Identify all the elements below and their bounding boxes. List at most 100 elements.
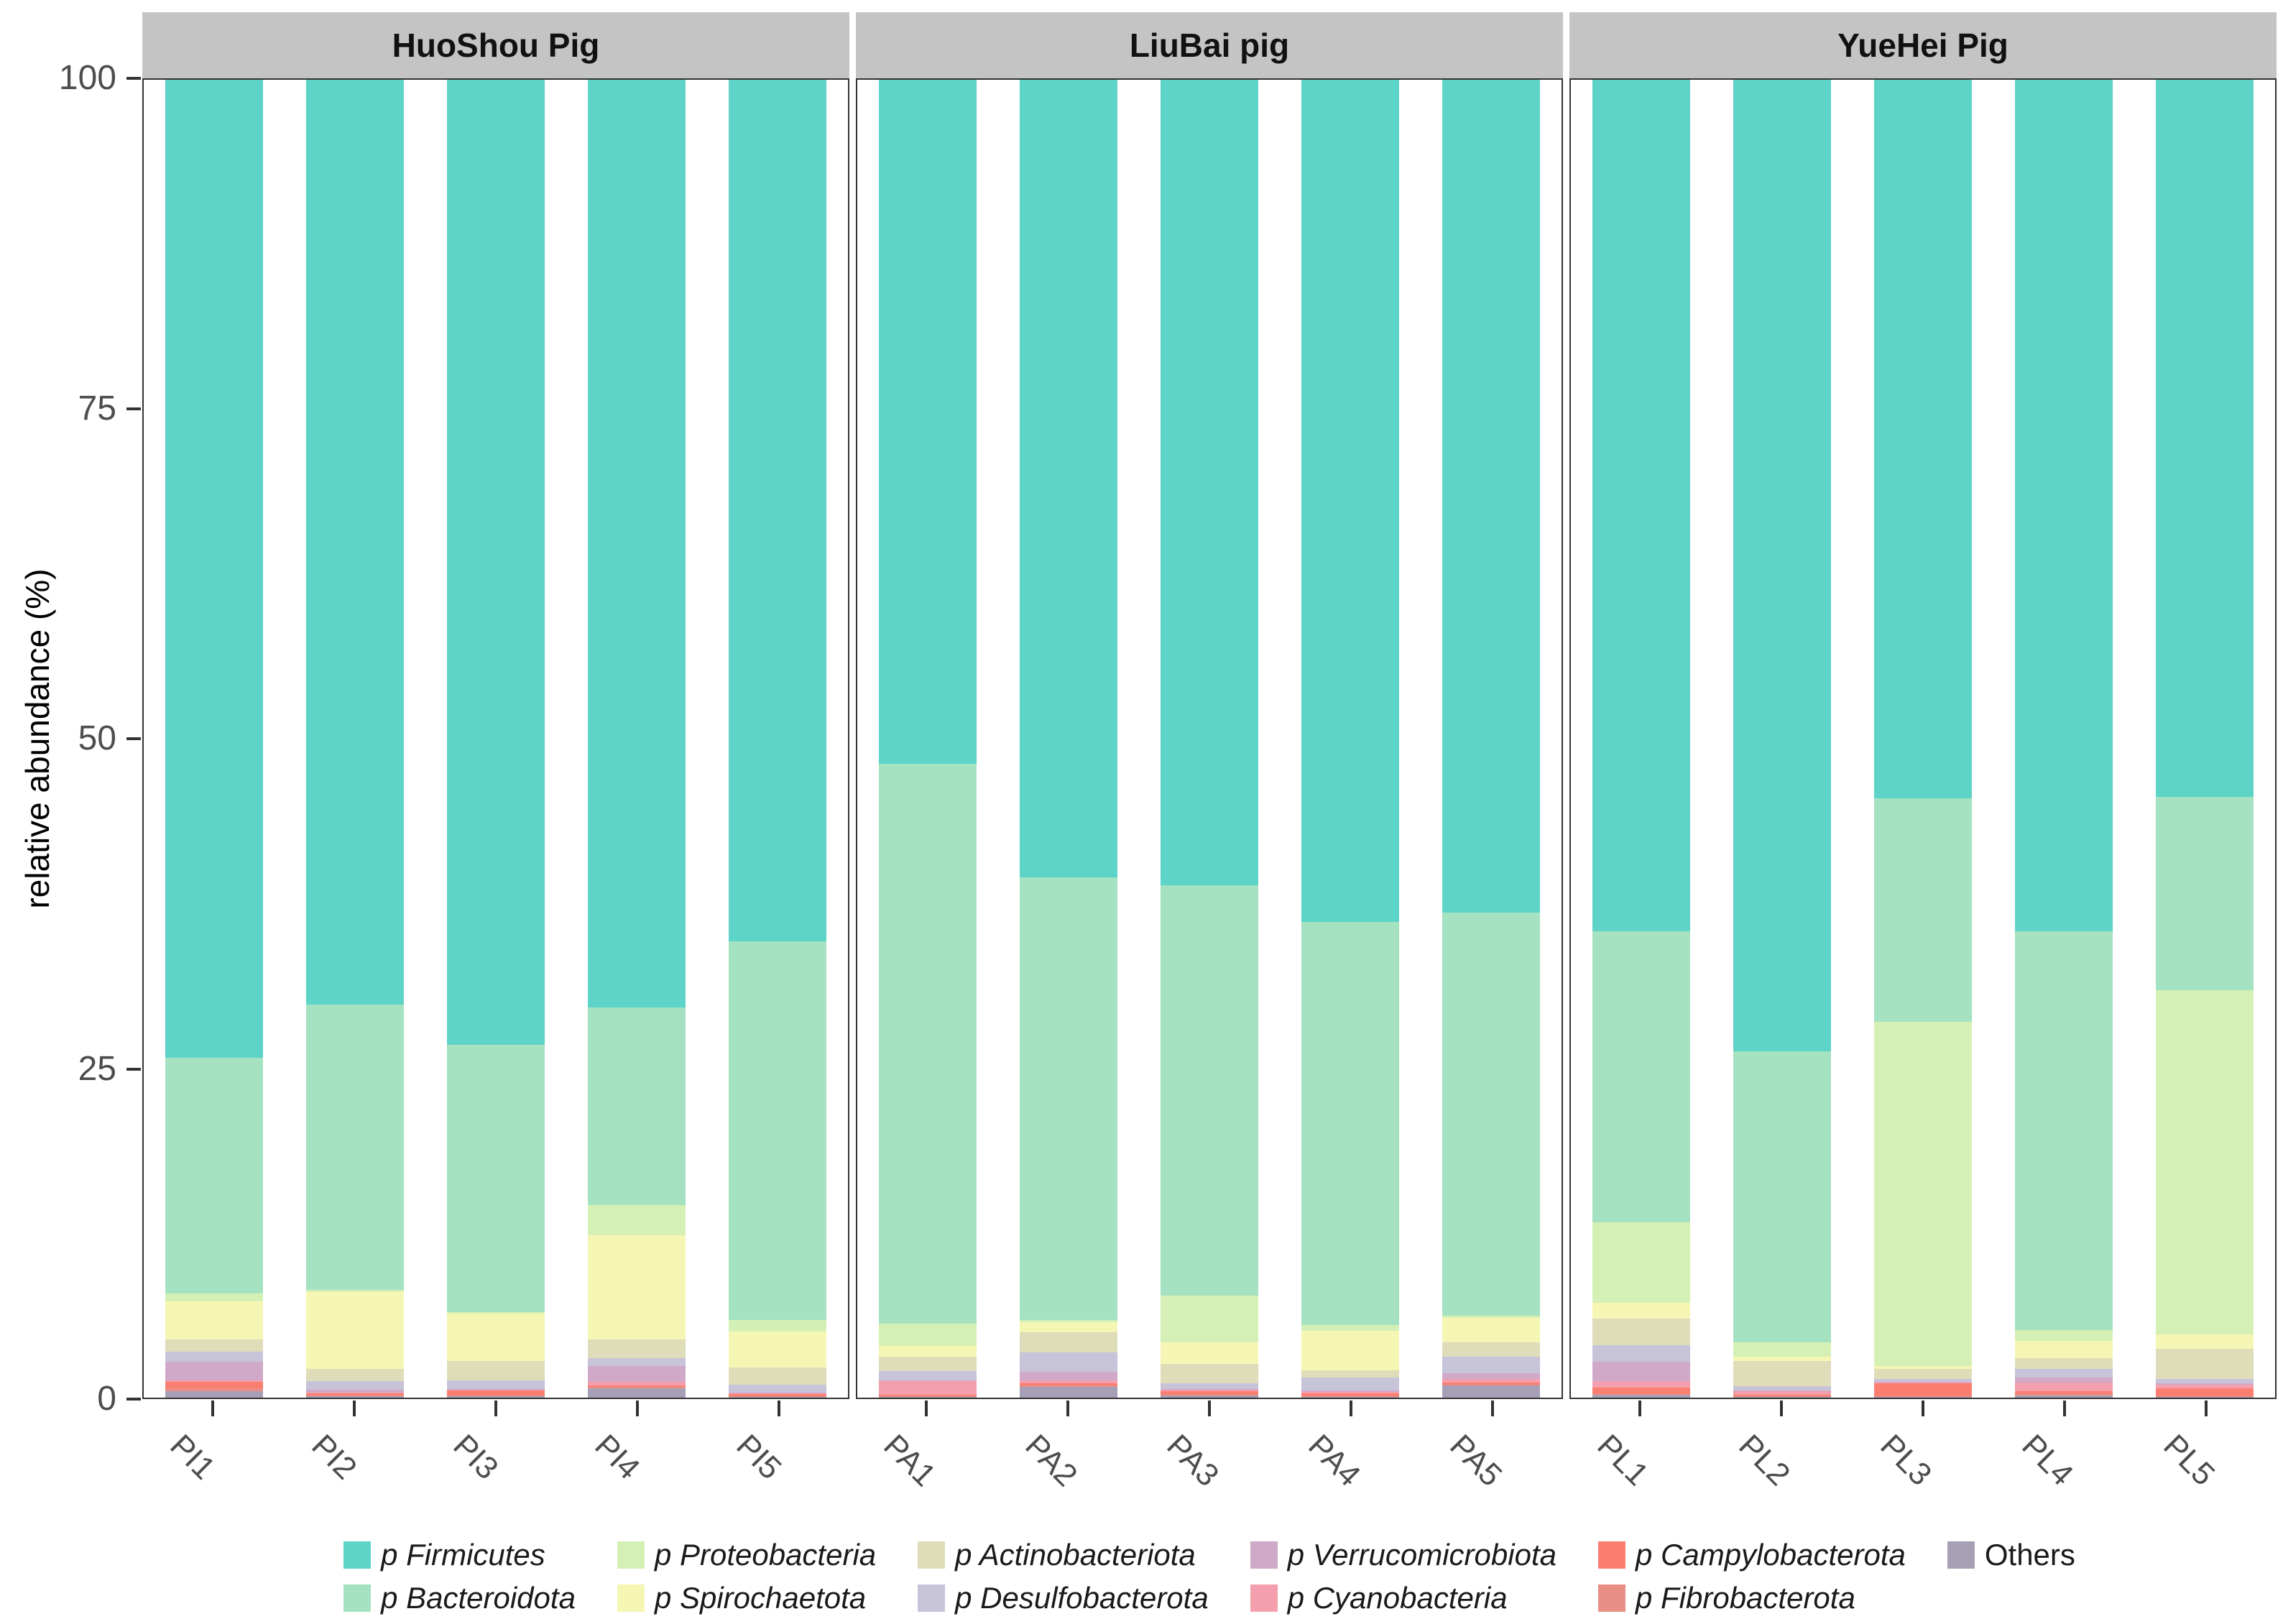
panel-plot — [856, 78, 1563, 1399]
bar-segment-Campylobacterota — [1301, 1393, 1400, 1397]
bar-segment-Proteobacteria — [728, 1319, 827, 1332]
bar-segment-Verrucomicrobiota — [878, 1380, 977, 1382]
bar-PL2 — [1733, 80, 1832, 1398]
bar-PL5 — [2155, 80, 2254, 1398]
bar-segment-Spirochaetota — [2155, 1334, 2254, 1350]
bar-segment-Campylobacterota — [446, 1390, 545, 1396]
bar-segment-Cyanobacteria — [1019, 1380, 1118, 1383]
bar-segment-Cyanobacteria — [2014, 1382, 2113, 1391]
y-tick-label: 25 — [78, 1049, 116, 1088]
bar-segment-Cyanobacteria — [165, 1380, 264, 1382]
bar-segment-Actinobacteriota — [1873, 1368, 1973, 1380]
bar-segment-Spirochaetota — [2014, 1341, 2113, 1358]
bar-segment-Proteobacteria — [1873, 1022, 1973, 1366]
x-tick-label-PA4: PA4 — [1301, 1428, 1368, 1494]
x-tick-label-PA5: PA5 — [1442, 1428, 1509, 1494]
bar-segment-Fibrobacterota — [305, 1395, 405, 1397]
legend-item-Desulfobacterota: p Desulfobacterota — [918, 1581, 1209, 1615]
legend-item-Cyanobacteria: p Cyanobacteria — [1250, 1581, 1556, 1615]
bar-segment-Others — [2155, 1397, 2254, 1398]
x-tick-mark — [1208, 1401, 1211, 1416]
x-tick-mark — [1349, 1401, 1352, 1416]
legend-label: p Verrucomicrobiota — [1287, 1538, 1556, 1572]
bar-segment-Firmicutes — [1592, 80, 1691, 931]
bar-segment-Proteobacteria — [446, 1311, 545, 1314]
bar-PI2 — [305, 80, 405, 1398]
bar-segment-Bacteroidota — [587, 1007, 686, 1206]
legend-label: p Actinobacteriota — [955, 1538, 1196, 1572]
x-axis: PI1 PI2 PI3 PI4 PI5 — [142, 1399, 849, 1550]
bar-segment-Others — [165, 1390, 264, 1398]
bar-segment-Verrucomicrobiota — [165, 1362, 264, 1381]
bar-segment-Bacteroidota — [165, 1057, 264, 1294]
bar-segment-Verrucomicrobiota — [1733, 1390, 1832, 1391]
bar-segment-Desulfobacterota — [1301, 1378, 1400, 1390]
bar-segment-Campylobacterota — [587, 1385, 686, 1388]
legend-item-Bacteroidota: p Bacteroidota — [343, 1581, 576, 1615]
legend-swatch-Desulfobacterota — [918, 1584, 946, 1612]
bar-segment-Actinobacteriota — [1301, 1370, 1400, 1378]
bar-segment-Proteobacteria — [1301, 1325, 1400, 1332]
bar-segment-Actinobacteriota — [1160, 1364, 1259, 1383]
bar-segment-Campylobacterota — [305, 1393, 405, 1396]
legend-item-Fibrobacterota: p Fibrobacterota — [1597, 1581, 1906, 1615]
bar-PI3 — [446, 80, 545, 1398]
bar-segment-Firmicutes — [1873, 80, 1973, 798]
legend-label: p Spirochaetota — [654, 1581, 867, 1615]
x-tick-mark — [1490, 1401, 1494, 1416]
panel-title: YueHei Pig — [1837, 27, 2008, 64]
bar-segment-Firmicutes — [728, 80, 827, 942]
legend-swatch-Firmicutes — [343, 1541, 372, 1569]
bar-segment-Bacteroidota — [446, 1045, 545, 1312]
bar-segment-Desulfobacterota — [1733, 1386, 1832, 1390]
panel-title: LiuBai pig — [1129, 27, 1290, 64]
bar-PA4 — [1301, 80, 1400, 1398]
bar-PA3 — [1160, 80, 1259, 1398]
bar-segment-Campylobacterota — [1592, 1388, 1691, 1395]
bar-segment-Cyanobacteria — [587, 1381, 686, 1386]
bar-segment-Bacteroidota — [1019, 877, 1118, 1320]
x-tick-label-PL2: PL2 — [1732, 1428, 1797, 1493]
bar-segment-Firmicutes — [1019, 80, 1118, 877]
bar-segment-Campylobacterota — [2155, 1388, 2254, 1397]
bar-segment-Others — [878, 1397, 977, 1398]
legend-swatch-Proteobacteria — [617, 1541, 645, 1569]
panel-area: HuoShou Pig PI1 PI2 PI3 PI4 PI5 LiuBai pig PA1 P… — [142, 12, 2277, 1493]
bar-segment-Fibrobacterota — [1442, 1384, 1541, 1386]
x-tick-label-PA2: PA2 — [1018, 1428, 1084, 1494]
x-tick-label-PI2: PI2 — [305, 1428, 364, 1487]
bar-segment-Campylobacterota — [878, 1395, 977, 1397]
legend-label: p Bacteroidota — [381, 1581, 576, 1615]
bar-segment-Verrucomicrobiota — [446, 1389, 545, 1390]
bar-segment-Firmicutes — [2014, 80, 2113, 931]
bar-segment-Bacteroidota — [2155, 796, 2254, 991]
bar-segment-Desulfobacterota — [2155, 1379, 2254, 1383]
legend-label: p Proteobacteria — [654, 1538, 877, 1572]
bar-segment-Verrucomicrobiota — [1592, 1362, 1691, 1381]
bar-segment-Spirochaetota — [1160, 1342, 1259, 1365]
bar-segment-Desulfobacterota — [1160, 1383, 1259, 1390]
bar-segment-Firmicutes — [1160, 80, 1259, 885]
bar-segment-Actinobacteriota — [165, 1339, 264, 1352]
bar-segment-Fibrobacterota — [446, 1395, 545, 1397]
bar-segment-Cyanobacteria — [305, 1392, 405, 1394]
bar-segment-Bacteroidota — [878, 763, 977, 1324]
legend-column: p Firmicutes p Bacteroidota — [343, 1538, 576, 1615]
x-tick-label-PL1: PL1 — [1590, 1428, 1656, 1493]
bar-segment-Fibrobacterota — [1733, 1396, 1832, 1398]
x-tick-label-PI1: PI1 — [163, 1428, 223, 1487]
bar-segment-Actinobacteriota — [878, 1357, 977, 1372]
bar-PA5 — [1442, 80, 1541, 1398]
legend-swatch-Verrucomicrobiota — [1250, 1541, 1278, 1569]
bar-segment-Firmicutes — [446, 80, 545, 1046]
bar-segment-Fibrobacterota — [728, 1396, 827, 1397]
bar-segment-Actinobacteriota — [587, 1339, 686, 1358]
legend-item-Others: Others — [1947, 1538, 2075, 1572]
bar-segment-Bacteroidota — [1160, 885, 1259, 1296]
bar-segment-Others — [728, 1397, 827, 1398]
bar-segment-Cyanobacteria — [728, 1393, 827, 1395]
bar-segment-Desulfobacterota — [165, 1351, 264, 1362]
x-axis: PL1 PL2 PL3 PL4 PL5 — [1569, 1399, 2277, 1550]
legend-swatch-Fibrobacterota — [1597, 1584, 1625, 1612]
